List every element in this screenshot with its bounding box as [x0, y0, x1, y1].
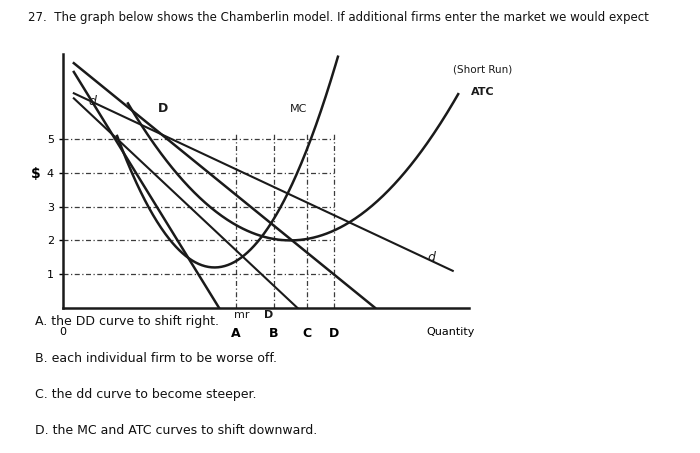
Text: B: B [270, 327, 279, 340]
Text: 0: 0 [60, 327, 66, 337]
Text: D. the MC and ATC curves to shift downward.: D. the MC and ATC curves to shift downwa… [35, 424, 317, 437]
Text: D: D [328, 327, 339, 340]
Text: B. each individual firm to be worse off.: B. each individual firm to be worse off. [35, 352, 277, 365]
Text: A. the DD curve to shift right.: A. the DD curve to shift right. [35, 315, 219, 328]
Text: A: A [232, 327, 241, 340]
Text: C. the dd curve to become steeper.: C. the dd curve to become steeper. [35, 388, 256, 401]
Text: (Short Run): (Short Run) [454, 64, 512, 74]
Text: D: D [264, 310, 273, 320]
Text: D: D [158, 102, 168, 115]
Text: d: d [89, 95, 97, 108]
Text: C: C [302, 327, 312, 340]
Text: d: d [427, 251, 435, 264]
Y-axis label: $: $ [31, 167, 41, 181]
Text: Quantity: Quantity [426, 327, 475, 337]
Text: 27.  The graph below shows the Chamberlin model. If additional firms enter the m: 27. The graph below shows the Chamberlin… [28, 11, 649, 24]
Text: MC: MC [290, 104, 307, 114]
Text: ATC: ATC [471, 87, 495, 97]
Text: mr: mr [234, 310, 249, 320]
